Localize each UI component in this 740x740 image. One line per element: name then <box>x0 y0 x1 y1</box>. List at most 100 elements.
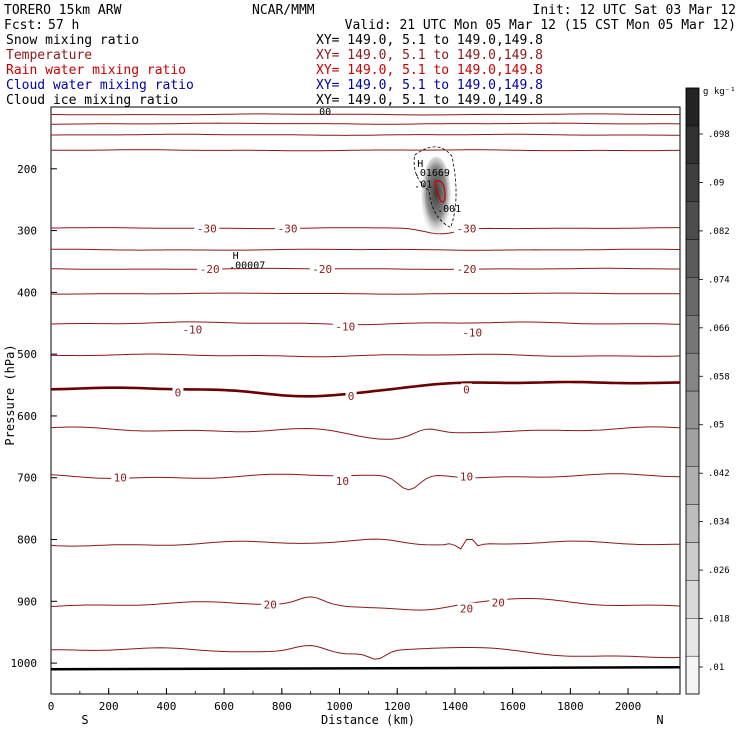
snow-contour <box>413 146 457 229</box>
colorbar-cell <box>685 466 700 505</box>
field-temperature-xy: XY= 149.0, 5.1 to 149.0,149.8 <box>316 48 543 63</box>
contour-label-bg <box>489 596 508 609</box>
colorbar-label: .01 <box>708 663 724 673</box>
field-cloudice-name: Cloud ice mixing ratio <box>6 93 178 108</box>
model-title: TORERO 15km ARW <box>4 3 122 18</box>
isotherms <box>50 113 681 660</box>
colorbar-label: .05 <box>708 421 724 431</box>
surface <box>50 666 681 671</box>
colorbar-cell <box>685 542 700 581</box>
south-label: S <box>81 713 88 727</box>
annotation-label: .00007 <box>229 260 265 271</box>
contour-label-bg <box>194 222 220 235</box>
field-cloudice-xy: XY= 149.0, 5.1 to 149.0,149.8 <box>316 93 543 108</box>
org-label: NCAR/MMM <box>252 3 315 18</box>
x-tick-label: 1200 <box>384 700 411 713</box>
y-tick-label: 600 <box>17 410 37 423</box>
contour-label-bg <box>179 323 205 336</box>
contour-label: 20 <box>264 598 277 611</box>
colorbar-label: .082 <box>708 227 730 237</box>
isotherm-minus10 <box>50 321 681 326</box>
fcst-value: 57 h <box>48 18 79 33</box>
contour-label: -20 <box>312 263 332 276</box>
colorbar-label: .058 <box>708 372 730 382</box>
x-tick-label: 2000 <box>615 700 642 713</box>
contour-label-bg <box>457 602 476 615</box>
isotherm-5 <box>50 426 681 440</box>
x-tick-label: 600 <box>214 700 234 713</box>
isotherm-minus15 <box>50 292 680 295</box>
colorbar-cell <box>685 239 700 278</box>
colorbar: g kg⁻¹ .01 .018 .026 .034 .042 .05 .058 .066 .07… <box>685 87 736 695</box>
y-tick-label: 500 <box>17 348 37 361</box>
colorbar-cell <box>685 163 700 202</box>
contour-label: 0 <box>348 390 355 403</box>
x-tick-label: 0 <box>48 700 55 713</box>
colorbar-label: .074 <box>708 275 730 285</box>
colorbar-cell <box>685 277 700 316</box>
field-cloudwater-name: Cloud water mixing ratio <box>6 78 194 93</box>
annotation-label: .01669 <box>414 168 450 179</box>
contour-label: -30 <box>197 223 217 236</box>
y-tick-label: 200 <box>17 163 37 176</box>
colorbar-label: .042 <box>708 469 730 479</box>
field-snow-xy: XY= 149.0, 5.1 to 149.0,149.8 <box>316 33 543 48</box>
field-rain-xy: XY= 149.0, 5.1 to 149.0,149.8 <box>316 63 543 78</box>
isotherm-minus25 <box>50 248 680 251</box>
rain-contour <box>434 180 446 203</box>
isotherm-20 <box>50 596 681 611</box>
cloud-shading <box>413 146 457 237</box>
contour-label-bg <box>172 386 184 399</box>
isotherm-25 <box>51 644 681 660</box>
annotation-label: 00 <box>319 107 331 118</box>
colorbar-cell <box>685 580 700 619</box>
contour-label-bg <box>261 598 280 611</box>
contour-label-bg <box>197 262 223 275</box>
isotherm-minus40 <box>51 133 680 136</box>
field-temperature-name: Temperature <box>6 48 92 63</box>
x-axis-label: Distance (km) <box>321 713 415 727</box>
fcst-label: Fcst: <box>4 18 43 33</box>
field-snow-name: Snow mixing ratio <box>6 33 139 48</box>
contour-label: 10 <box>460 471 473 484</box>
contour-labels: -30 -30 -30 -20 -20 -20 -10 -10 -10 0 0 0 10 10 10 20 20… <box>111 222 508 616</box>
isotherm-minus50 <box>50 113 680 116</box>
contour-label: 20 <box>492 597 505 610</box>
y-axis: 200 300 400 500 600 700 800 900 1000 <box>11 163 57 670</box>
contour-label: 0 <box>175 386 182 399</box>
contour-label: 0 <box>463 383 470 396</box>
colorbar-cell <box>685 125 700 164</box>
isotherm-minus35 <box>51 149 681 152</box>
colorbar-label: .09 <box>708 178 724 188</box>
contour-label-bg <box>453 262 479 275</box>
x-tick-label: 400 <box>156 700 176 713</box>
colorbar-unit: g kg⁻¹ <box>703 87 736 97</box>
colorbar-label: .026 <box>708 566 730 576</box>
colorbar-label: .018 <box>708 615 730 625</box>
y-tick-label: 800 <box>17 534 37 547</box>
contour-label-bg <box>345 390 357 403</box>
cloud-ice-shading <box>421 156 452 237</box>
field-rain-name: Rain water mixing ratio <box>6 63 186 78</box>
x-tick-label: 200 <box>99 700 119 713</box>
colorbar-cell <box>685 504 700 543</box>
contour-label-bg <box>275 222 301 235</box>
header: TORERO 15km ARW NCAR/MMM Init: 12 UTC Sa… <box>4 3 736 108</box>
isotherm-0 <box>50 380 680 398</box>
contour-label-bg <box>460 383 472 396</box>
colorbar-cell <box>685 655 700 695</box>
y-tick-label: 700 <box>17 472 37 485</box>
contour-label: -20 <box>457 263 477 276</box>
colorbar-cell <box>685 428 700 467</box>
y-tick-label: 900 <box>17 595 37 608</box>
contour-label: -10 <box>182 323 202 336</box>
contour-label-bg <box>453 222 479 235</box>
contour-label: -10 <box>462 327 482 340</box>
y-tick-label: 1000 <box>11 657 38 670</box>
contour-label-bg <box>457 470 476 483</box>
contour-label-bg <box>333 474 352 487</box>
annotation-label: .001 <box>437 204 461 215</box>
